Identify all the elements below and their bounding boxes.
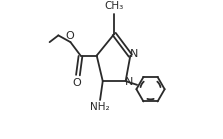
Text: O: O (73, 78, 82, 88)
Text: CH₃: CH₃ (105, 1, 124, 11)
Text: N: N (130, 49, 138, 59)
Text: NH₂: NH₂ (90, 102, 109, 112)
Text: O: O (65, 31, 74, 41)
Text: N: N (125, 77, 134, 87)
